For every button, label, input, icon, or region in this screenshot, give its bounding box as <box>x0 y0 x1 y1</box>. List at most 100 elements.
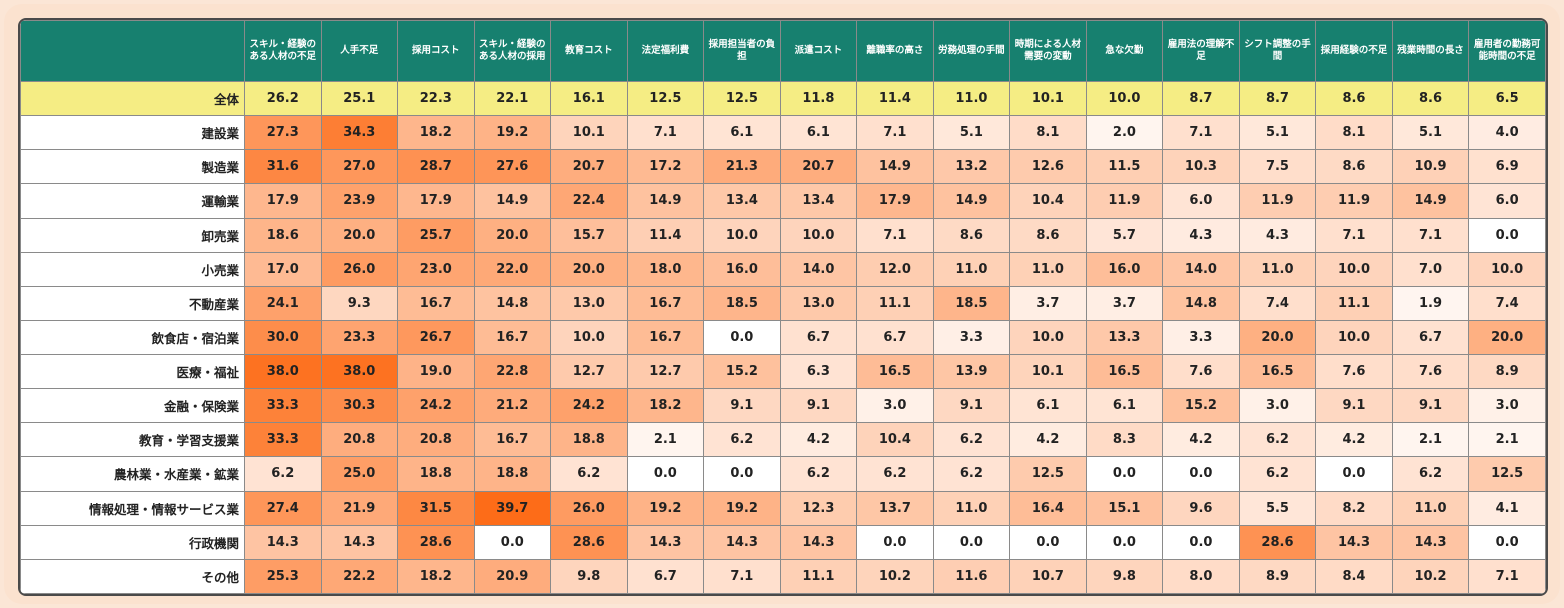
heatmap-cell: 14.9 <box>932 183 1011 219</box>
heatmap-cell: 7.1 <box>1315 217 1393 253</box>
heatmap-cell: 16.7 <box>626 285 705 321</box>
heatmap-cell: 18.5 <box>932 285 1011 321</box>
heatmap-cell: 0.0 <box>856 524 934 560</box>
heatmap-cell: 6.7 <box>779 319 858 356</box>
heatmap-cell: 16.1 <box>550 80 628 117</box>
heatmap-cell: 15.1 <box>1085 490 1164 526</box>
heatmap-cell: 28.6 <box>550 524 628 560</box>
heatmap-cell: 12.5 <box>703 80 781 117</box>
heatmap-cell: 6.2 <box>1238 456 1317 492</box>
heatmap-cell: 11.0 <box>1391 490 1470 526</box>
heatmap-cell: 14.3 <box>244 524 322 560</box>
heatmap-cell: 8.6 <box>932 217 1011 253</box>
heatmap-cell: 8.3 <box>1085 422 1164 458</box>
heatmap-cell: 27.0 <box>320 149 399 185</box>
heatmap-cell: 19.2 <box>703 490 781 526</box>
heatmap-cell: 13.9 <box>932 353 1011 390</box>
heatmap-cell: 9.6 <box>1162 490 1240 526</box>
heatmap-cell: 16.5 <box>1238 353 1317 390</box>
heatmap-cell: 10.2 <box>1391 558 1470 594</box>
heatmap-cell: 11.0 <box>932 490 1011 526</box>
heatmap-cell: 6.0 <box>1162 183 1240 219</box>
heatmap-cell: 0.0 <box>1162 456 1240 492</box>
header-row: スキル・経験のある人材の不足 人手不足 採用コスト スキル・経験のある人材の採用 教育コ… <box>20 20 1546 82</box>
heatmap-cell: 18.8 <box>550 422 628 458</box>
heatmap-cell: 7.1 <box>856 217 934 253</box>
heatmap-cell: 23.9 <box>320 183 399 219</box>
heatmap-cell: 13.4 <box>703 183 781 219</box>
heatmap-cell: 13.0 <box>779 285 858 321</box>
heatmap-cell: 30.3 <box>320 388 399 424</box>
heatmap-cell: 26.7 <box>397 319 475 356</box>
heatmap-cell: 27.6 <box>473 149 552 185</box>
heatmap-cell: 20.8 <box>320 422 399 458</box>
heatmap-cell: 18.0 <box>626 251 705 287</box>
heatmap-cell: 0.0 <box>626 456 705 492</box>
row-label: 建設業 <box>20 115 245 151</box>
heatmap-cell: 22.3 <box>397 80 475 117</box>
table-row: 農林業・水産業・鉱業 6.2 25.0 18.8 18.8 6.2 0.0 0.0 6.2 6.2… <box>20 456 1546 492</box>
heatmap-cell: 12.7 <box>626 353 705 390</box>
heatmap-cell: 9.1 <box>1315 388 1393 424</box>
heatmap-cell: 11.1 <box>856 285 934 321</box>
heatmap-cell: 25.3 <box>244 558 322 594</box>
heatmap-cell: 11.1 <box>779 558 858 594</box>
heatmap-cell: 7.1 <box>1391 217 1470 253</box>
heatmap-cell: 11.8 <box>779 80 858 117</box>
heatmap-cell: 12.5 <box>626 80 705 117</box>
heatmap-cell: 16.4 <box>1009 490 1087 526</box>
heatmap-cell: 11.9 <box>1085 183 1164 219</box>
table-row: 金融・保険業 33.3 30.3 24.2 21.2 24.2 18.2 9.1 9.1 3.0 9… <box>20 388 1546 424</box>
heatmap-cell: 0.0 <box>932 524 1011 560</box>
heatmap-cell: 7.1 <box>626 115 705 151</box>
heatmap-cell: 5.1 <box>1391 115 1470 151</box>
column-header: 人手不足 <box>320 20 399 82</box>
heatmap-cell: 16.7 <box>626 319 705 356</box>
heatmap-cell: 6.2 <box>932 422 1011 458</box>
table-row: 小売業 17.0 26.0 23.0 22.0 20.0 18.0 16.0 14.0 12.0 1… <box>20 251 1546 287</box>
heatmap-cell: 8.0 <box>1162 558 1240 594</box>
column-header: 雇用者の勤務可能時間の不足 <box>1468 20 1546 82</box>
heatmap-cell: 14.3 <box>1391 524 1470 560</box>
heatmap-cell: 17.0 <box>244 251 322 287</box>
heatmap-cell: 8.6 <box>1009 217 1087 253</box>
heatmap-cell: 20.7 <box>779 149 858 185</box>
heatmap-cell: 14.3 <box>779 524 858 560</box>
row-label: 教育・学習支援業 <box>20 422 245 458</box>
heatmap-cell: 7.1 <box>1468 558 1546 594</box>
heatmap-cell: 20.0 <box>320 217 399 253</box>
row-label: 全体 <box>20 80 245 117</box>
outer-frame: スキル・経験のある人材の不足 人手不足 採用コスト スキル・経験のある人材の採用 教育コ… <box>4 4 1560 604</box>
column-header: スキル・経験のある人材の不足 <box>244 20 322 82</box>
heatmap-cell: 28.6 <box>397 524 475 560</box>
heatmap-cell: 6.7 <box>856 319 934 356</box>
heatmap-cell: 2.1 <box>1468 422 1546 458</box>
heatmap-cell: 26.0 <box>550 490 628 526</box>
heatmap-cell: 14.3 <box>320 524 399 560</box>
heatmap-cell: 6.2 <box>244 456 322 492</box>
heatmap-cell: 22.0 <box>473 251 552 287</box>
column-header: 採用コスト <box>397 20 475 82</box>
heatmap-cell: 19.2 <box>626 490 705 526</box>
heatmap-cell: 8.1 <box>1315 115 1393 151</box>
heatmap-cell: 7.1 <box>856 115 934 151</box>
heatmap-cell: 4.3 <box>1238 217 1317 253</box>
heatmap-cell: 0.0 <box>1315 456 1393 492</box>
heatmap-cell: 14.0 <box>1162 251 1240 287</box>
heatmap-cell: 17.9 <box>244 183 322 219</box>
heatmap-cell: 24.2 <box>397 388 475 424</box>
heatmap-cell: 16.5 <box>1085 353 1164 390</box>
heatmap-cell: 4.1 <box>1468 490 1546 526</box>
heatmap-cell: 11.9 <box>1238 183 1317 219</box>
heatmap-cell: 5.7 <box>1085 217 1164 253</box>
heatmap-cell: 16.0 <box>1085 251 1164 287</box>
heatmap-cell: 17.9 <box>397 183 475 219</box>
heatmap-cell: 7.5 <box>1238 149 1317 185</box>
heatmap-cell: 0.0 <box>1468 217 1546 253</box>
heatmap-cell: 14.8 <box>1162 285 1240 321</box>
heatmap-cell: 7.1 <box>703 558 781 594</box>
heatmap-cell: 20.0 <box>1238 319 1317 356</box>
heatmap-cell: 10.0 <box>1085 80 1164 117</box>
heatmap-cell: 14.0 <box>779 251 858 287</box>
heatmap-cell: 8.6 <box>1315 80 1393 117</box>
